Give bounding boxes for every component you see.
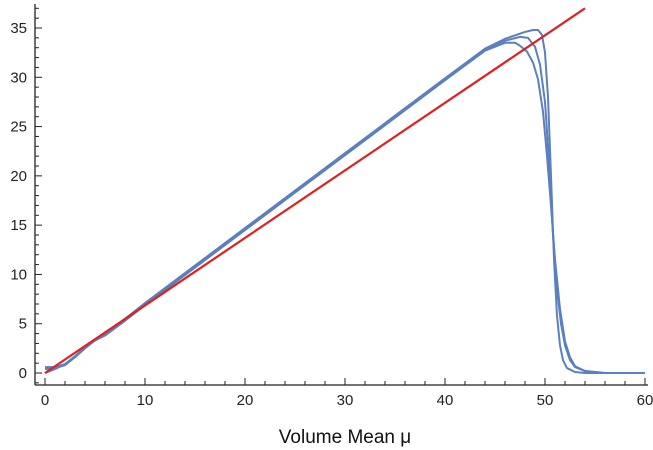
series-line-blue — [45, 41, 645, 374]
x-tick-label: 10 — [137, 392, 154, 409]
x-tick-label: 0 — [41, 392, 49, 409]
x-tick-label: 40 — [437, 392, 454, 409]
y-tick-label: 20 — [10, 168, 27, 185]
x-tick-label: 20 — [237, 392, 254, 409]
x-tick-label: 60 — [637, 392, 653, 409]
tick-labels-layer: 0 10 20 30 40 50 60 0 5 10 15 20 25 30 35 — [10, 20, 653, 409]
ticks-layer — [35, 7, 646, 385]
series-line-red — [44, 7, 586, 374]
series-line-blue — [44, 28, 645, 374]
x-axis-title: Volume Mean μ — [279, 427, 411, 448]
y-tick-label: 5 — [19, 316, 27, 333]
series-line-blue — [44, 35, 645, 374]
x-tick-label: 30 — [337, 392, 354, 409]
y-tick-label: 35 — [10, 20, 27, 37]
y-tick-label: 0 — [19, 365, 27, 382]
y-tick-label: 25 — [10, 119, 27, 136]
series-layer — [44, 7, 645, 374]
y-tick-label: 15 — [10, 217, 27, 234]
x-tick-label: 50 — [537, 392, 554, 409]
y-tick-label: 30 — [10, 69, 27, 86]
y-tick-label: 10 — [10, 266, 27, 283]
